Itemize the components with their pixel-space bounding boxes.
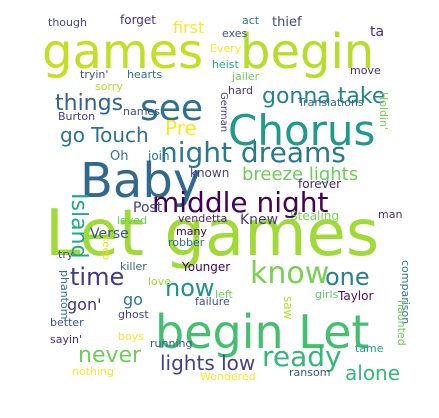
word-running: running — [150, 337, 192, 350]
word-let-games: Let games — [45, 197, 379, 271]
word-tryin: tryin' — [80, 68, 108, 81]
word-begin: begin — [240, 24, 374, 80]
word-join: join — [147, 149, 170, 163]
word-better: better — [50, 316, 84, 329]
word-time: time — [70, 263, 124, 291]
word-tame: tame — [355, 342, 384, 355]
word-love: love — [148, 275, 171, 288]
word-move: move — [350, 64, 381, 77]
word-killer: killer — [120, 260, 147, 273]
word-one: one — [325, 263, 370, 291]
word-ta: ta — [370, 24, 384, 40]
word-thief: thief — [272, 15, 302, 30]
word-alone: alone — [345, 361, 400, 385]
word-phantom: phantom — [58, 270, 71, 319]
word-left: left — [215, 288, 234, 301]
word-vendetta: vendetta — [178, 212, 227, 225]
word-knew: Knew — [240, 212, 278, 228]
word-post: Post — [133, 200, 163, 216]
word-german: German — [218, 92, 229, 132]
word-middle-night: middle night — [152, 186, 329, 219]
word-known: known — [190, 166, 229, 180]
word-robber: robber — [168, 236, 205, 249]
word-go: go — [123, 290, 143, 309]
word-names: names — [123, 105, 160, 118]
word-begin-let: begin Let — [155, 305, 369, 359]
word-sayin: sayin' — [50, 333, 82, 346]
word-things: things — [55, 91, 123, 116]
word-gon: gon' — [67, 295, 101, 314]
word-lights-low: lights low — [160, 351, 255, 375]
word-though: though — [48, 16, 87, 29]
word-boys: boys — [118, 330, 144, 343]
word-younger: Younger — [181, 260, 230, 274]
word-night-dreams: night dreams — [160, 136, 346, 169]
word-haunted: haunted — [395, 300, 408, 346]
word-baby: Baby — [80, 153, 201, 209]
word-try: try — [58, 248, 74, 261]
word-ghost: ghost — [118, 308, 149, 321]
word-every: Every — [210, 42, 242, 55]
word-ransom: ransom — [289, 366, 330, 379]
word-breeze-lights: breeze lights — [242, 164, 358, 185]
word-saw: saw — [281, 296, 295, 320]
word-stealing: Stealing — [290, 209, 339, 223]
word-keep: keep — [100, 236, 111, 260]
word-never: never — [78, 343, 142, 368]
word-know: know — [250, 256, 329, 291]
word-loved: loved — [117, 214, 147, 227]
word-many: many — [176, 225, 207, 238]
word-verse: Verse — [90, 226, 129, 242]
word-comparison: comparison — [399, 260, 412, 324]
word-act: act — [242, 14, 260, 27]
word-island: Island — [66, 193, 91, 258]
word-jailer: jailer — [231, 70, 260, 83]
word-now: now — [165, 274, 215, 302]
word-pre: Pre — [165, 116, 197, 140]
word-man: man — [378, 208, 402, 221]
word-wondered: Wondered — [200, 370, 256, 383]
word-gonna-take: gonna take — [262, 84, 385, 109]
word-exes: exes — [222, 27, 248, 40]
word-heist: heist — [212, 58, 240, 71]
word-oh: Oh — [110, 149, 128, 164]
word-games: games — [42, 24, 203, 80]
word-first: first — [173, 18, 204, 37]
word-forget: forget — [120, 13, 156, 27]
word-girls: girls — [315, 288, 339, 301]
word-forever: forever — [298, 177, 341, 191]
word-go-touch: go Touch — [60, 123, 149, 147]
word-sorry: sorry — [95, 80, 123, 93]
word-chorus: Chorus — [228, 106, 375, 155]
word-holdin: Holdin' — [377, 92, 390, 130]
word-translations: Translations — [297, 96, 364, 109]
word-burton: Burton — [58, 110, 95, 123]
word-ready: ready — [262, 340, 342, 373]
word-hard: hard — [228, 84, 253, 97]
word-see: see — [140, 88, 203, 129]
word-hearts: hearts — [127, 68, 162, 81]
word-failure: failure — [195, 295, 230, 308]
word-nothing: nothing — [72, 365, 114, 378]
word-taylor: Taylor — [337, 289, 373, 303]
